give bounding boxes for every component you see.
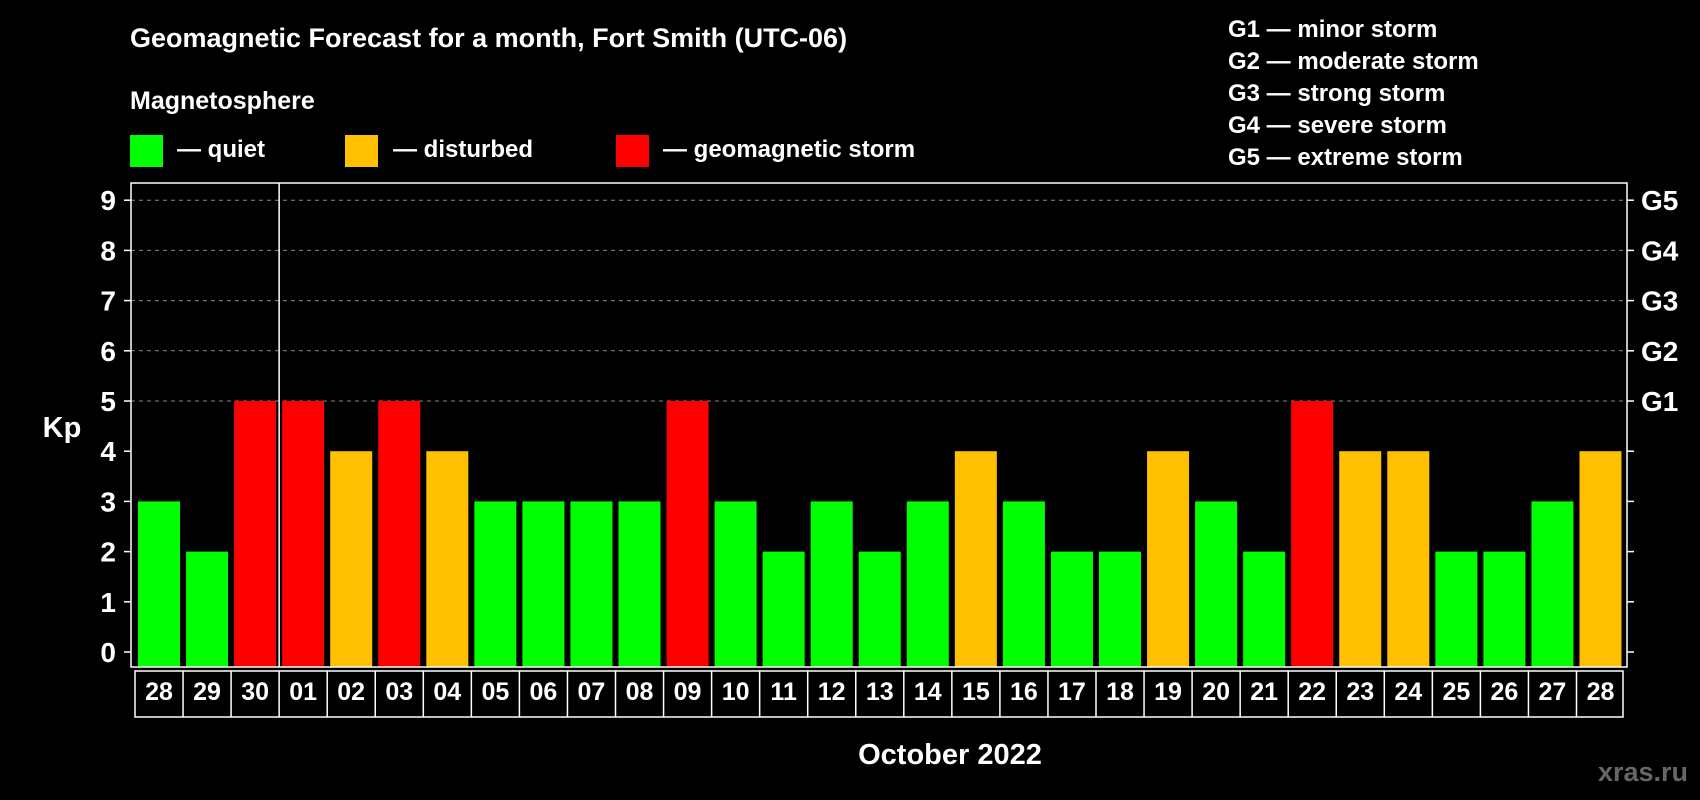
y-tick-label: 9: [100, 185, 116, 216]
bar-6: [378, 401, 421, 667]
bar-12: [666, 401, 709, 667]
bar-17: [906, 501, 949, 667]
date-label: 30: [241, 678, 269, 706]
bar-29: [1483, 551, 1526, 667]
legend-label-disturbed: — disturbed: [393, 136, 533, 163]
watermark: xras.ru: [1598, 757, 1688, 787]
date-box-frame: [134, 670, 1624, 718]
right-axis-label-g3: G3: [1641, 286, 1678, 317]
date-label: 18: [1106, 678, 1134, 706]
date-label: 08: [626, 678, 654, 706]
date-label: 19: [1154, 678, 1182, 706]
date-label: 13: [866, 678, 894, 706]
date-label: 11: [770, 678, 797, 706]
bar-9: [522, 501, 565, 667]
plot-frame: [130, 182, 1628, 668]
date-label: 23: [1346, 678, 1374, 706]
magnetosphere-legend: — quiet — disturbed — geomagnetic storm: [130, 135, 915, 167]
y-axis-label: Kp: [43, 412, 82, 444]
date-label: 28: [145, 678, 173, 706]
storm-scale-g5: G5 — extreme storm: [1228, 144, 1463, 171]
date-label: 25: [1442, 678, 1470, 706]
storm-scale-g2: G2 — moderate storm: [1228, 48, 1479, 75]
x-axis-label: October 2022: [858, 739, 1042, 771]
bar-30: [1531, 501, 1574, 667]
y-tick-label: 7: [100, 286, 116, 317]
right-axis-label-g2: G2: [1641, 336, 1678, 367]
right-axis-label-g4: G4: [1641, 235, 1679, 266]
bar-13: [714, 501, 757, 667]
bar-14: [762, 551, 805, 667]
y-tick-label: 4: [100, 436, 116, 467]
bar-22: [1147, 451, 1190, 667]
bar-1: [138, 501, 180, 667]
legend-label-storm: — geomagnetic storm: [663, 136, 915, 163]
y-tick-label: 1: [100, 587, 116, 618]
y-tick-label: 5: [100, 386, 116, 417]
bar-15: [810, 501, 853, 667]
y-tick-label: 6: [100, 336, 116, 367]
bar-27: [1387, 451, 1430, 667]
date-label: 26: [1490, 678, 1518, 706]
storm-scale-g4: G4 — severe storm: [1228, 112, 1447, 139]
storm-scale-g3: G3 — strong storm: [1228, 80, 1445, 107]
storm-scale-legend: G1 — minor storm G2 — moderate storm G3 …: [1228, 16, 1479, 171]
y-tick-label: 2: [100, 537, 116, 568]
bar-18: [954, 451, 997, 667]
chart-title: Geomagnetic Forecast for a month, Fort S…: [130, 23, 847, 53]
date-label: 27: [1539, 678, 1567, 706]
date-label: 22: [1298, 678, 1326, 706]
date-label: 28: [1587, 678, 1615, 706]
date-label: 01: [289, 678, 317, 706]
bar-16: [858, 551, 901, 667]
bar-26: [1339, 451, 1382, 667]
bar-4: [282, 401, 325, 667]
bar-25: [1291, 401, 1334, 667]
right-axis-label-g1: G1: [1641, 386, 1678, 417]
date-label: 21: [1250, 678, 1278, 706]
date-label: 17: [1058, 678, 1086, 706]
legend-swatch-quiet: [130, 135, 163, 167]
bar-19: [1002, 501, 1045, 667]
bar-5: [330, 451, 373, 667]
legend-label-quiet: — quiet: [177, 136, 265, 163]
bar-8: [474, 501, 517, 667]
date-label: 15: [962, 678, 990, 706]
bar-21: [1099, 551, 1141, 667]
y-tick-label: 0: [100, 637, 116, 668]
date-label: 07: [578, 678, 606, 706]
date-label: 29: [193, 678, 221, 706]
y-tick-label: 8: [100, 235, 116, 266]
date-label: 02: [337, 678, 365, 706]
date-label: 03: [385, 678, 413, 706]
bar-28: [1435, 551, 1478, 667]
date-label: 24: [1394, 678, 1422, 706]
date-label: 05: [481, 678, 509, 706]
bar-10: [570, 501, 613, 667]
bar-3: [234, 401, 277, 667]
storm-scale-g1: G1 — minor storm: [1228, 16, 1437, 43]
bar-20: [1050, 551, 1093, 667]
date-label: 16: [1010, 678, 1038, 706]
bar-11: [618, 501, 661, 667]
bar-31: [1579, 451, 1622, 667]
date-label: 14: [914, 678, 942, 706]
legend-swatch-disturbed: [345, 135, 378, 167]
bar-2: [186, 551, 229, 667]
bar-7: [426, 451, 469, 667]
date-label: 04: [433, 678, 461, 706]
bar-24: [1243, 551, 1286, 667]
right-axis-label-g5: G5: [1641, 185, 1678, 216]
date-label: 20: [1202, 678, 1230, 706]
magnetosphere-heading: Magnetosphere: [130, 87, 315, 115]
date-label: 09: [674, 678, 702, 706]
date-label: 10: [722, 678, 750, 706]
legend-swatch-storm: [616, 135, 649, 167]
bar-23: [1195, 501, 1238, 667]
y-tick-label: 3: [100, 486, 116, 517]
date-label: 06: [529, 678, 557, 706]
date-label: 12: [818, 678, 846, 706]
